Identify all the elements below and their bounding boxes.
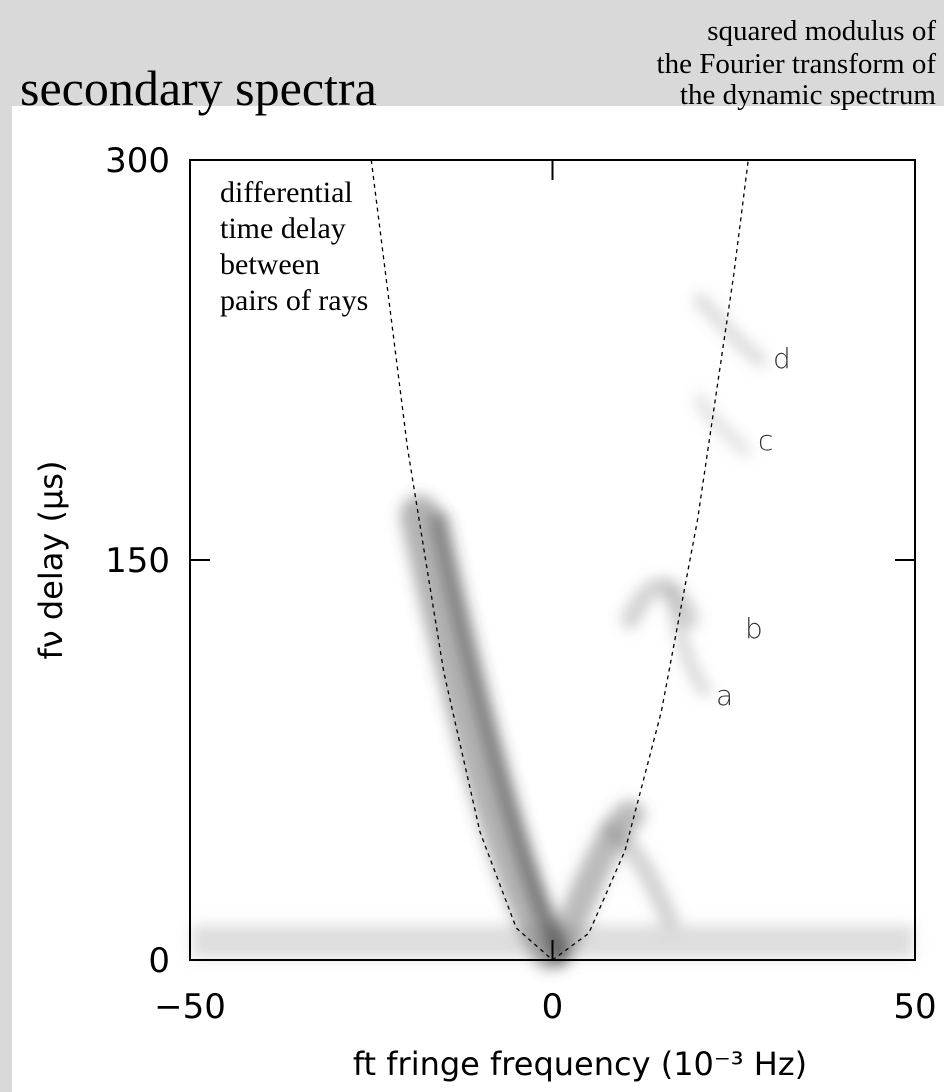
subtitle-line: squared modulus of (707, 15, 936, 47)
annotation: differential time delay between pairs of… (220, 176, 368, 317)
x-tick-label: 0 (542, 987, 564, 1027)
annotation-line: time delay (220, 212, 346, 245)
arc-label: b (745, 612, 763, 645)
y-tick-label: 0 (148, 941, 170, 981)
annotation-line: differential (220, 176, 353, 209)
x-axis-label: ft fringe frequency (10⁻³ Hz) (353, 1045, 807, 1083)
arc-label: c (758, 424, 773, 457)
chart-title: secondary spectra (20, 60, 377, 116)
arc-label: d (773, 342, 791, 375)
arc-labels: a b c d (716, 342, 791, 712)
subtitle-line: the Fourier transform of (657, 48, 937, 80)
annotation-line: between (220, 248, 320, 281)
line (370, 159, 749, 961)
y-axis-label: fν delay (μs) (32, 461, 70, 660)
x-tick-label: −50 (154, 987, 226, 1027)
subtitle: squared modulus of the Fourier transform… (657, 15, 937, 111)
x-tick-label: 50 (893, 987, 936, 1027)
y-tick-label: 150 (105, 541, 170, 581)
subtitle-line: the dynamic spectrum (680, 79, 937, 111)
arc-label: a (716, 679, 733, 712)
y-tick-label: 300 (105, 141, 170, 181)
annotation-line: pairs of rays (220, 284, 368, 317)
